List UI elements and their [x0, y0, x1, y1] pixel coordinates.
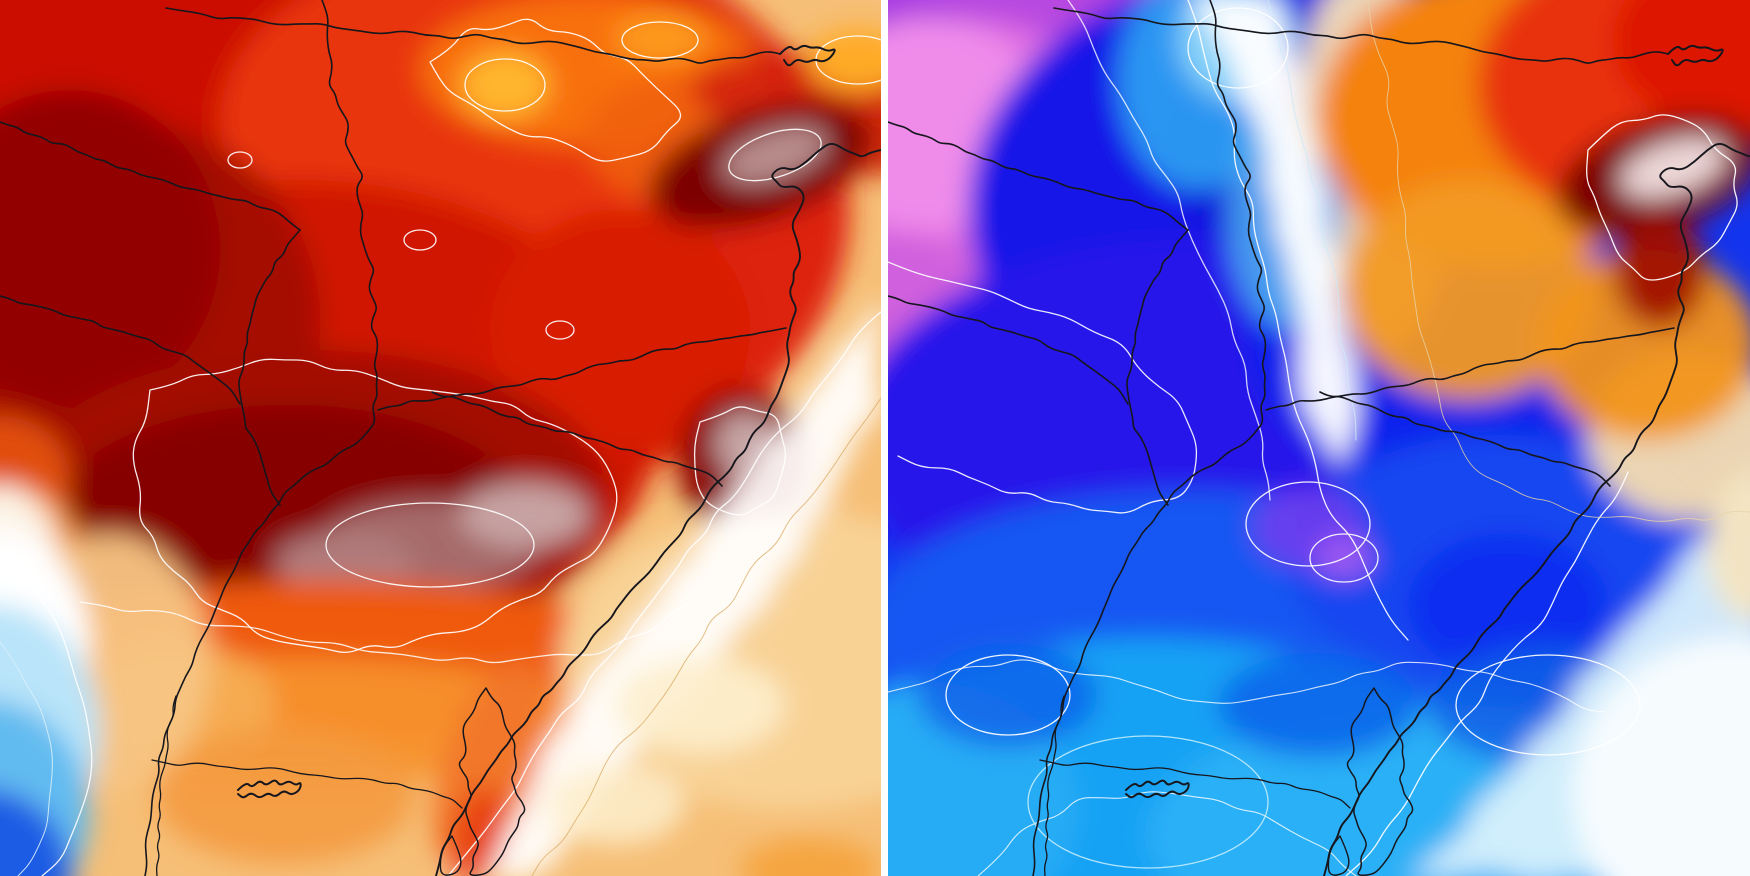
geo-uruguay-brazil-border [1039, 759, 1351, 809]
geo-paraguay-river [238, 229, 301, 506]
geo-top-river [165, 7, 781, 64]
geo-pilcomayo-river [888, 295, 1129, 405]
geo-parana-river-and-border [144, 0, 379, 876]
geo-coastline [1323, 142, 1750, 876]
geo-coastline [435, 142, 881, 876]
geo-lagoa-mirim [439, 835, 462, 876]
geo-top-river [1053, 7, 1669, 64]
geo-apa-river [888, 121, 1189, 231]
geo-uruguay-river-lower [155, 695, 177, 876]
geo-reservoir-scribble-north [1667, 44, 1724, 67]
geo-rio-negro-reservoir-scribble [237, 779, 302, 799]
geo-state-border-south [431, 391, 723, 487]
geo-lagoa-dos-patos [1346, 687, 1414, 876]
hot-anomaly-map-panel [0, 0, 881, 876]
cold-anomaly-map-panel [888, 0, 1750, 876]
cold-anomaly-map [888, 0, 1750, 876]
geo-reservoir-scribble-north [779, 44, 836, 67]
geo-lagoa-dos-patos [458, 687, 526, 876]
geo-parana-river-and-border [1032, 0, 1267, 876]
geo-uruguay-brazil-border [151, 759, 463, 809]
geo-paraguay-river [1126, 229, 1189, 506]
geo-pilcomayo-river [0, 295, 241, 405]
geo-apa-river [0, 121, 301, 231]
geo-rio-negro-reservoir-scribble [1125, 779, 1190, 799]
panel-divider [881, 0, 888, 876]
geo-lagoa-mirim [1327, 835, 1350, 876]
geo-state-border-south [1319, 391, 1611, 487]
geo-uruguay-river-lower [1043, 695, 1065, 876]
hot-anomaly-map [0, 0, 881, 876]
